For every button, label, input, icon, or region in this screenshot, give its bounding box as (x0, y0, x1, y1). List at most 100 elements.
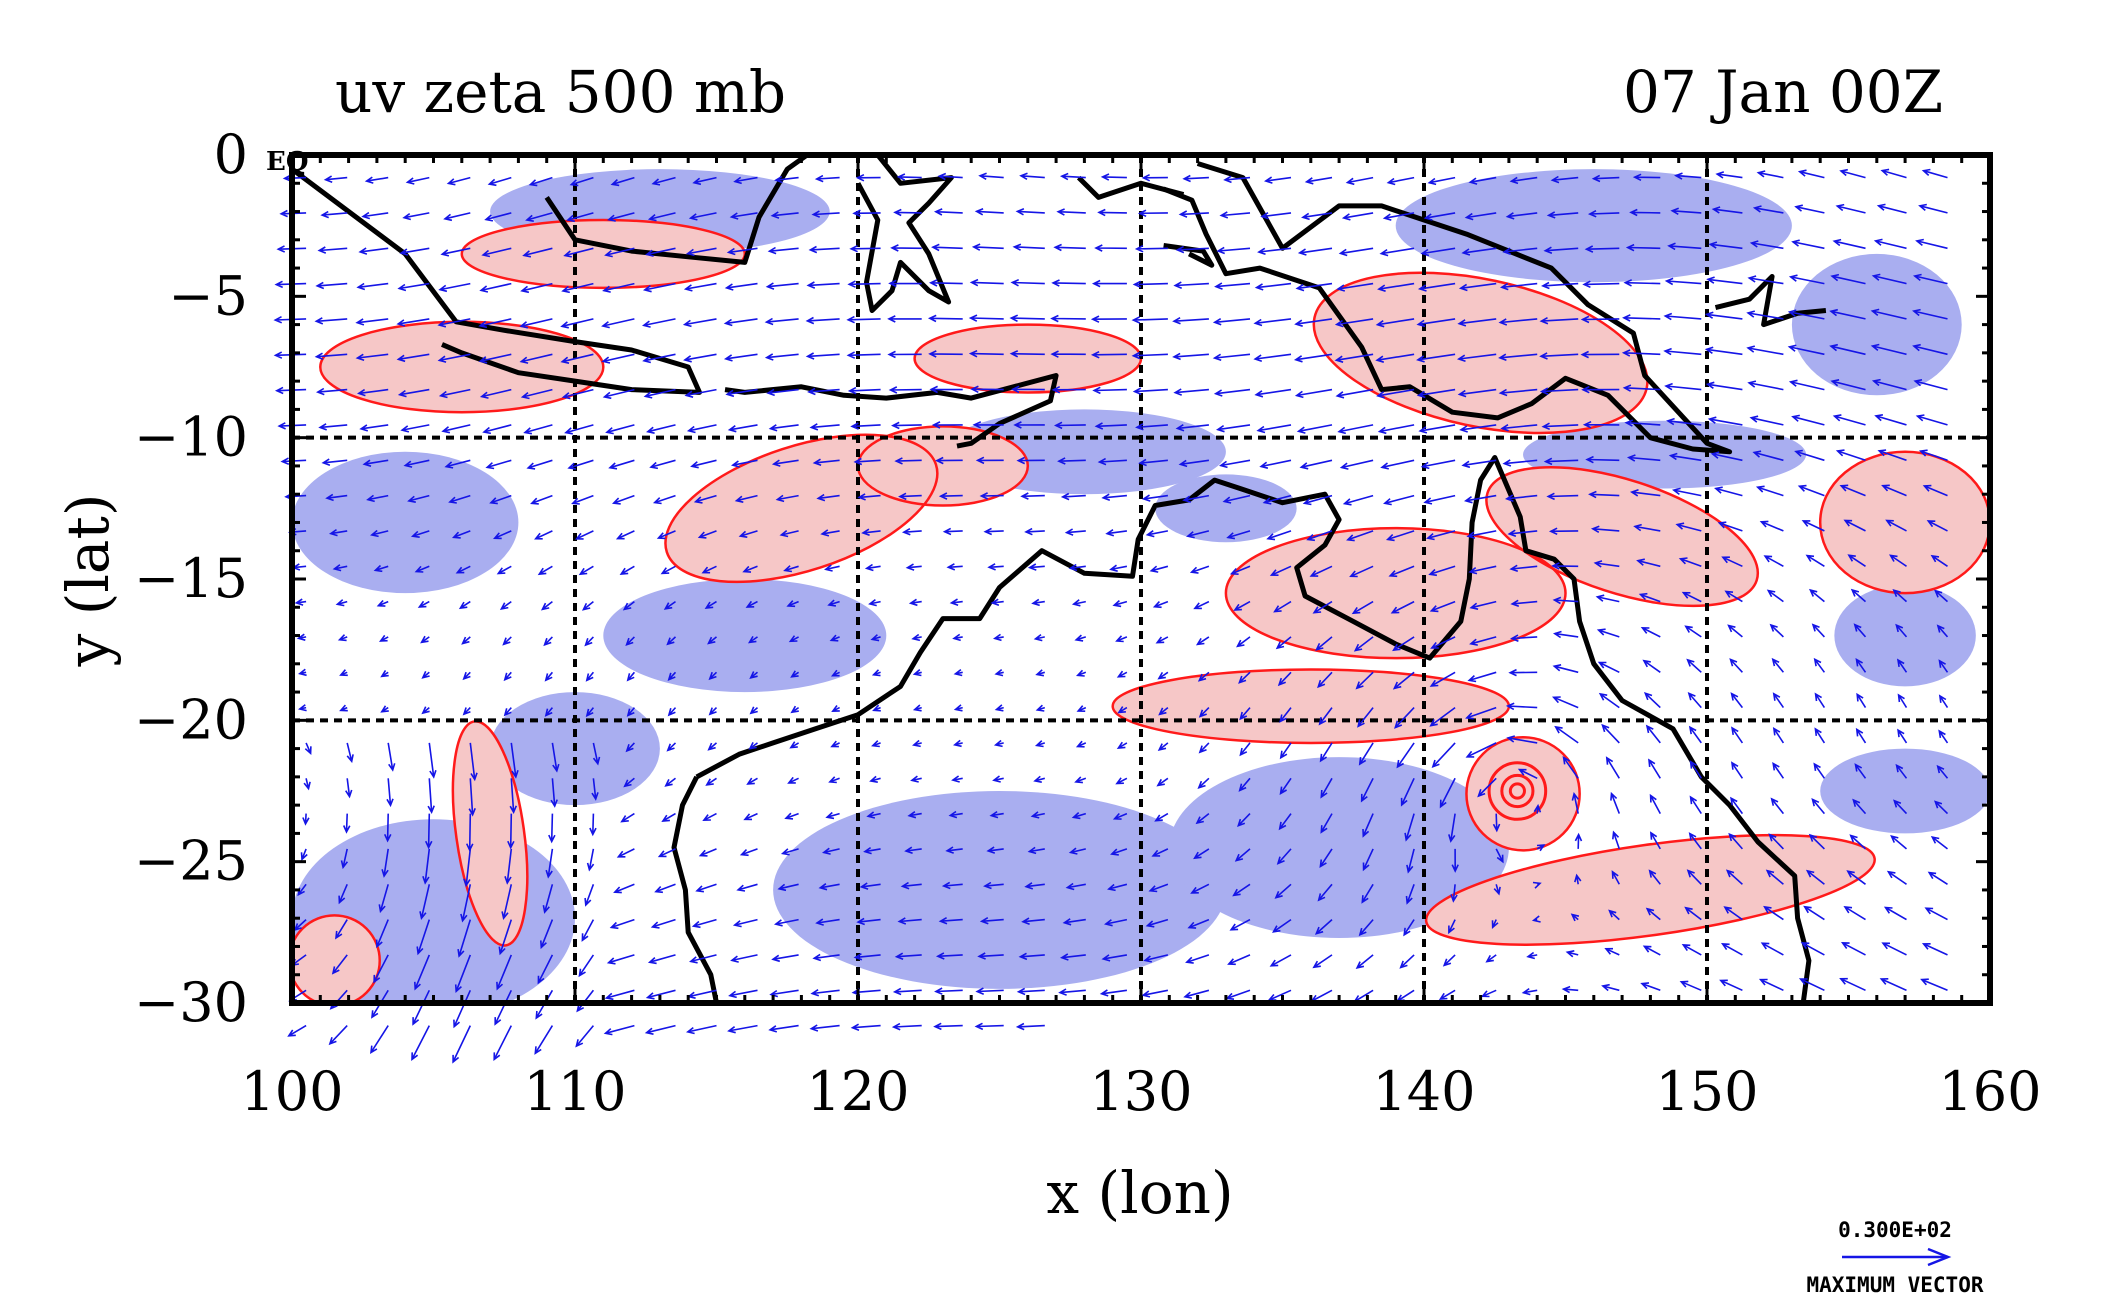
wind-vector (942, 527, 963, 536)
wind-vector (824, 564, 840, 572)
wind-vector (469, 742, 478, 782)
wind-vector (855, 173, 881, 182)
wind-vector (503, 707, 512, 717)
wind-vector (1423, 494, 1456, 505)
wind-vector (910, 775, 922, 783)
wind-vector (647, 954, 676, 965)
wind-vector (1763, 905, 1784, 921)
wind-vector (1151, 848, 1169, 857)
wind-vector (479, 388, 512, 399)
wind-vector (771, 459, 799, 467)
wind-vector (953, 704, 963, 712)
wind-vector (1193, 600, 1210, 610)
wind-vector (1746, 345, 1784, 356)
wind-vector (602, 388, 635, 400)
wind-vector (520, 388, 553, 400)
wind-vector (1451, 848, 1459, 873)
wind-vector (1172, 317, 1209, 325)
wind-vector (787, 776, 799, 784)
wind-vector (1495, 848, 1504, 864)
wind-vector (1012, 243, 1045, 251)
wind-vector (1596, 628, 1620, 638)
wind-vector (686, 424, 717, 434)
wind-vector (927, 314, 963, 323)
wind-vector (1392, 636, 1415, 652)
wind-vector (501, 884, 513, 921)
wind-vector (770, 211, 799, 219)
wind-vector (732, 918, 758, 928)
coastline (292, 167, 702, 395)
wind-vector (1679, 980, 1702, 992)
vorticity-contour (1465, 736, 1581, 852)
coastline (671, 775, 719, 1003)
wind-vector (1278, 813, 1292, 831)
wind-vector (1138, 458, 1168, 467)
wind-vector (1624, 419, 1661, 427)
wind-vector (1450, 884, 1458, 903)
wind-vector (300, 848, 308, 862)
wind-vector (1269, 954, 1292, 967)
wind-vector (1361, 883, 1374, 904)
wind-vector (561, 388, 594, 400)
wind-vector (405, 176, 430, 185)
wind-vector (894, 952, 922, 961)
wind-vector (1227, 954, 1251, 966)
wind-vector (380, 705, 389, 713)
wind-vector (1788, 274, 1825, 285)
wind-vector (1598, 692, 1620, 709)
wind-vector (1467, 671, 1497, 683)
wind-vector (1259, 459, 1292, 469)
wind-vector (340, 848, 349, 870)
wind-vector (1267, 989, 1292, 1001)
wind-vector (361, 211, 389, 220)
wind-vector (1811, 623, 1825, 638)
wind-vector (1218, 459, 1251, 469)
wind-vector (990, 598, 1004, 606)
wind-vector (484, 212, 512, 222)
wind-vector (1214, 282, 1251, 290)
wind-vector (1137, 209, 1168, 218)
wind-vector (1664, 277, 1702, 286)
wind-vector (666, 636, 677, 646)
wind-vector (460, 884, 472, 923)
wind-vector (748, 742, 758, 750)
wind-vector (1056, 208, 1086, 216)
wind-vector (1625, 243, 1661, 252)
wind-vector (1881, 942, 1907, 956)
wind-vector (1459, 424, 1497, 433)
wind-vector (642, 353, 676, 364)
wind-vector (1094, 422, 1127, 430)
wind-vector (1532, 881, 1542, 889)
wind-vector (1117, 706, 1128, 714)
wind-vector (1582, 420, 1620, 429)
wind-vector (1024, 527, 1045, 536)
wind-vector (1832, 238, 1866, 250)
wind-vector (1076, 705, 1087, 712)
wind-vector (888, 386, 922, 394)
wind-vector (928, 279, 963, 287)
wind-vector (893, 208, 922, 217)
wind-vector (1090, 350, 1127, 359)
wind-vector (1068, 563, 1086, 572)
wind-vector (1897, 693, 1908, 709)
wind-vector (1357, 707, 1374, 728)
wind-vector (1033, 775, 1046, 783)
wind-vector (730, 459, 758, 468)
wind-vector (1517, 768, 1538, 780)
wind-vector (764, 353, 799, 361)
wind-vector (1912, 343, 1948, 356)
wind-vector (708, 707, 718, 716)
wind-vector (1301, 212, 1333, 221)
wind-vector (482, 424, 512, 435)
wind-vector (1175, 424, 1209, 432)
wind-vector (1582, 280, 1620, 289)
wind-vector (1681, 944, 1702, 956)
wind-vector (890, 244, 922, 252)
wind-vector (1375, 318, 1415, 328)
wind-vector (387, 742, 396, 772)
wind-vector (314, 352, 348, 360)
wind-vector (723, 318, 758, 327)
wind-vector (1195, 812, 1210, 825)
wind-vector (1686, 658, 1702, 673)
wind-vector (1843, 519, 1866, 532)
